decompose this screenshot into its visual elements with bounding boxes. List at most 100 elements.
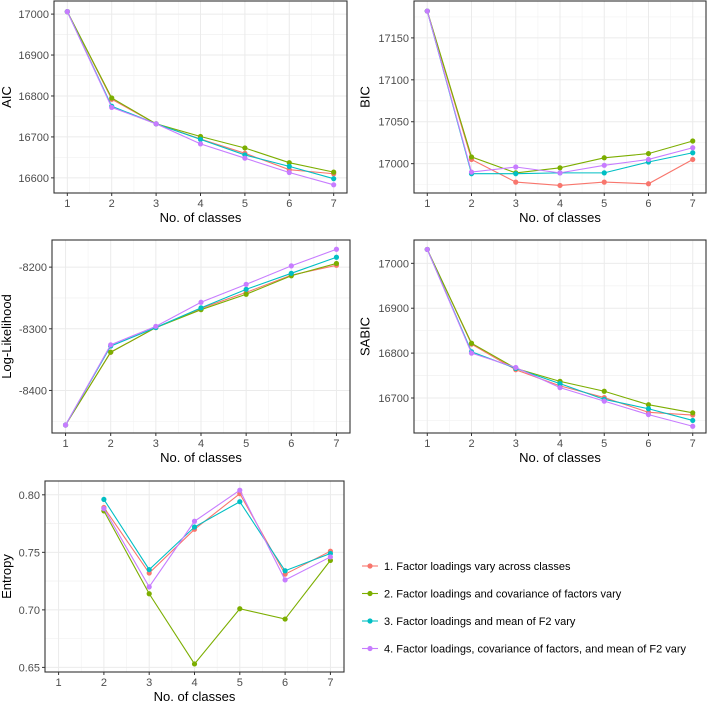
x-tick-label: 7 [690, 438, 696, 450]
data-point [243, 291, 249, 297]
legend-label: 3. Factor loadings and mean of F2 vary [384, 616, 576, 628]
data-point [333, 246, 340, 252]
x-tick-label: 7 [331, 198, 337, 210]
data-point [191, 518, 198, 524]
y-axis-title: Entropy [0, 554, 14, 599]
data-point [690, 423, 696, 429]
data-point [108, 349, 114, 355]
y-tick-label: -8200 [19, 262, 47, 274]
data-point [333, 254, 340, 260]
x-tick-label: 3 [153, 438, 159, 450]
legend-key-point [367, 645, 373, 652]
x-tick-label: 5 [601, 438, 607, 450]
data-point [101, 496, 107, 503]
data-point [513, 171, 519, 177]
x-tick-label: 2 [468, 438, 474, 450]
data-point [243, 281, 249, 287]
x-tick-label: 5 [601, 198, 607, 210]
y-axis-title: BIC [358, 86, 373, 108]
data-point [197, 136, 204, 142]
x-tick-label: 5 [237, 677, 243, 689]
panel-entropy: 1 2 3 4 5 6 7 0.65 0.70 0.75 0.80 No. of classes Ent… [0, 480, 345, 704]
x-tick-label: 3 [153, 198, 159, 210]
data-point [327, 554, 334, 560]
data-point [601, 398, 607, 404]
x-tick-label: 1 [424, 198, 430, 210]
panel-bic: 1 2 3 4 5 6 7 17000 17050 17100 17150 No. of classe… [358, 0, 707, 225]
data-point [286, 163, 292, 169]
x-tick-label: 7 [333, 438, 339, 450]
data-point [153, 323, 159, 329]
x-tick-label: 4 [557, 438, 563, 450]
data-point [645, 150, 652, 157]
data-point [237, 606, 243, 612]
x-tick-label: 6 [282, 677, 288, 689]
x-tick-label: 1 [56, 677, 62, 689]
y-tick-label: 16700 [378, 393, 409, 405]
panel-aic: 1 2 3 4 5 6 7 16600 16700 16800 16900 17000 No. of c… [0, 0, 348, 225]
x-tick-label: 1 [62, 438, 68, 450]
data-point [331, 182, 337, 188]
data-point [333, 260, 340, 267]
data-point [242, 155, 248, 161]
data-point [557, 381, 563, 387]
x-tick-label: 4 [198, 438, 204, 450]
y-axis-title: AIC [0, 86, 14, 108]
y-axis-title: SABIC [358, 317, 373, 356]
series-4 [424, 8, 696, 176]
data-point [645, 411, 652, 418]
x-tick-label: 7 [690, 198, 696, 210]
data-point [282, 616, 288, 622]
y-tick-label: 17050 [378, 117, 409, 129]
data-point [557, 165, 563, 171]
data-point [146, 584, 152, 590]
data-point [468, 350, 475, 356]
data-point [601, 179, 607, 185]
data-point [645, 402, 652, 408]
data-point [424, 8, 430, 14]
legend-key-point [367, 618, 373, 624]
data-point [237, 487, 243, 493]
series-line [103, 499, 331, 572]
data-point [513, 164, 519, 170]
data-point [557, 182, 563, 189]
y-tick-label: -8300 [19, 324, 47, 336]
legend-item: 1. Factor loadings vary across classes [362, 561, 571, 573]
y-tick-label: 16600 [18, 173, 49, 185]
data-point [468, 340, 475, 346]
series-line [103, 489, 331, 588]
data-point [197, 141, 204, 147]
y-tick-label: 0.75 [19, 547, 40, 559]
data-point [331, 176, 337, 182]
x-axis-title: No. of classes [154, 689, 236, 704]
legend-item: 4. Factor loadings, covariance of factor… [362, 644, 687, 656]
y-tick-label: 17000 [18, 9, 49, 21]
x-tick-label: 4 [557, 198, 563, 210]
panel-border [413, 239, 707, 434]
data-point [243, 286, 249, 292]
data-point [645, 181, 652, 187]
data-point [690, 145, 696, 151]
y-axis-title: Log-Likelihood [0, 294, 14, 379]
x-axis-title: No. of classes [160, 210, 242, 225]
y-tick-label: 17000 [378, 258, 409, 270]
legend-label: 4. Factor loadings, covariance of factor… [384, 644, 687, 656]
y-tick-label: 16900 [18, 50, 49, 62]
x-tick-label: 3 [146, 677, 152, 689]
series-line [103, 492, 331, 575]
legend: 1. Factor loadings vary across classes 2.… [362, 561, 687, 656]
legend-key-point [367, 590, 373, 597]
panel-border [413, 0, 707, 194]
series-line [103, 510, 331, 665]
data-point [645, 406, 652, 412]
data-point [601, 388, 607, 394]
data-point [286, 169, 292, 176]
data-point [424, 246, 430, 253]
data-point [242, 145, 248, 151]
data-point [690, 138, 696, 144]
data-point [62, 422, 69, 428]
series-4 [62, 246, 340, 428]
data-point [282, 568, 288, 574]
legend-item: 3. Factor loadings and mean of F2 vary [362, 616, 576, 628]
data-point [108, 342, 114, 348]
